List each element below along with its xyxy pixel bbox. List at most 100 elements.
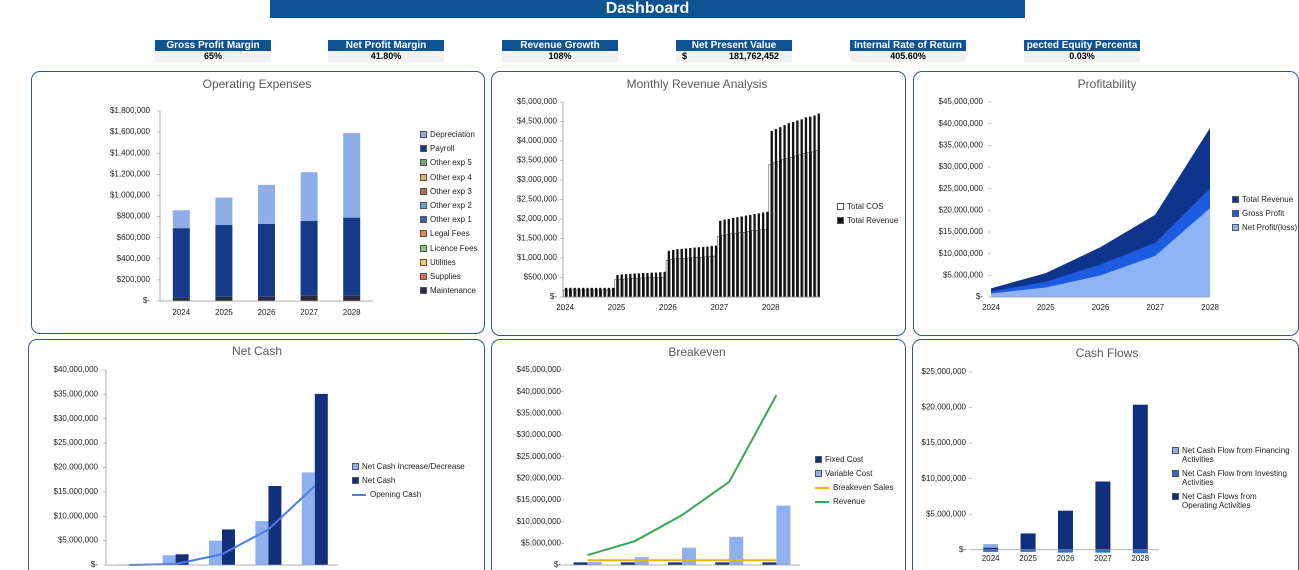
legend-label: Total Revenue xyxy=(847,216,899,225)
x-tick-label: 2025 xyxy=(1019,554,1037,563)
chart-title: Profitability xyxy=(1078,77,1137,91)
y-tick-label: $25,000,000 xyxy=(54,438,99,447)
kpi-value: 181,762,452 xyxy=(728,51,780,61)
bar xyxy=(215,225,233,297)
bar xyxy=(725,234,729,298)
x-tick-label: 2024 xyxy=(982,303,1000,312)
bar xyxy=(747,231,750,298)
legend-swatch xyxy=(420,173,427,181)
bar xyxy=(1095,549,1111,553)
legend-swatch xyxy=(815,470,822,477)
bar xyxy=(785,157,789,298)
legend-item: Other exp 4 xyxy=(420,173,472,182)
dashboard-title: Dashboard xyxy=(270,0,1025,18)
bar xyxy=(614,279,617,298)
y-tick-label: $35,000,000 xyxy=(939,140,984,149)
x-tick-label: 2025 xyxy=(215,308,233,317)
x-tick-label: 2027 xyxy=(300,308,318,317)
bar xyxy=(616,274,619,298)
bar xyxy=(815,150,819,298)
legend-item: Gross Profit xyxy=(1232,209,1284,218)
bar xyxy=(300,295,318,301)
legend-swatch xyxy=(420,187,427,195)
bar xyxy=(761,212,765,298)
legend-item: Other exp 2 xyxy=(420,201,472,210)
y-tick-label: $25,000,000 xyxy=(517,452,562,461)
legend-label: Fixed Cost xyxy=(825,455,864,464)
kpi-currency: $ xyxy=(682,51,688,61)
y-tick-label: $10,000,000 xyxy=(54,511,99,520)
bar xyxy=(706,246,709,298)
y-tick-label: $3,000,000 xyxy=(517,175,558,184)
bar xyxy=(776,505,791,565)
y-tick-label: $400,000 xyxy=(117,254,151,263)
bar xyxy=(702,246,705,298)
legend-swatch xyxy=(352,494,366,496)
bar xyxy=(607,287,611,298)
y-tick-label: $800,000 xyxy=(117,212,151,221)
legend-item: Utilities xyxy=(420,258,456,267)
bar xyxy=(172,210,190,229)
bar xyxy=(659,272,662,298)
y-tick-label: $- xyxy=(554,560,561,569)
bar xyxy=(635,278,639,298)
kpi-value: 405.60% xyxy=(850,51,966,62)
bar xyxy=(727,218,731,298)
x-tick-label: 2027 xyxy=(710,303,728,312)
bar xyxy=(670,259,673,298)
bar xyxy=(781,159,784,298)
bar xyxy=(644,277,647,298)
bar xyxy=(738,232,741,298)
legend-item: Net Cash Flows from Operating Activities xyxy=(1172,492,1290,510)
bar xyxy=(682,258,686,298)
y-tick-label: $1,200,000 xyxy=(110,169,151,178)
legend-label: Supplies xyxy=(430,272,461,281)
bar xyxy=(590,287,593,298)
legend-swatch xyxy=(420,230,427,238)
legend-swatch xyxy=(1172,447,1179,454)
bar xyxy=(573,562,588,565)
legend-label: Maintenance xyxy=(430,286,476,296)
y-tick-label: $30,000,000 xyxy=(54,414,99,423)
bar xyxy=(680,248,683,298)
legend-item: Total COS xyxy=(837,202,883,211)
legend-item: Breakeven Sales xyxy=(815,483,893,492)
legend-swatch xyxy=(815,456,822,463)
y-tick-label: $1,800,000 xyxy=(110,106,151,115)
legend-label: Opening Cash xyxy=(370,490,422,499)
bar xyxy=(620,274,623,298)
y-tick-label: $- xyxy=(976,292,983,301)
bar xyxy=(721,235,724,298)
bar xyxy=(691,257,694,298)
bar xyxy=(637,273,641,298)
bar xyxy=(597,289,600,298)
bar xyxy=(760,229,763,298)
bar xyxy=(757,213,760,298)
bar xyxy=(640,277,643,298)
bar xyxy=(624,274,628,298)
bar xyxy=(804,117,808,298)
bar xyxy=(770,131,773,298)
bar xyxy=(1058,549,1073,553)
x-tick-label: 2025 xyxy=(1037,303,1055,312)
y-tick-label: $5,000,000 xyxy=(943,270,984,279)
bar xyxy=(172,228,190,298)
y-tick-label: $2,000,000 xyxy=(517,214,558,223)
bar xyxy=(719,220,722,298)
legend-label: Licence Fees xyxy=(430,243,478,253)
bar xyxy=(258,296,275,301)
legend-item: Total Revenue xyxy=(837,216,898,225)
bar xyxy=(268,486,282,565)
bar xyxy=(672,249,675,298)
bar xyxy=(700,257,703,298)
bar xyxy=(774,129,778,298)
bar xyxy=(567,289,570,298)
legend-item: Net Cash Flow from Investing Activities xyxy=(1172,469,1290,487)
kpi: pected Equity Percenta 0.03% xyxy=(1024,40,1140,62)
bar xyxy=(783,125,786,298)
legend-item: Net Cash Increase/Decrease xyxy=(352,462,465,471)
bar xyxy=(807,152,810,298)
y-tick-label: $45,000,000 xyxy=(939,97,984,106)
bar xyxy=(612,287,615,298)
